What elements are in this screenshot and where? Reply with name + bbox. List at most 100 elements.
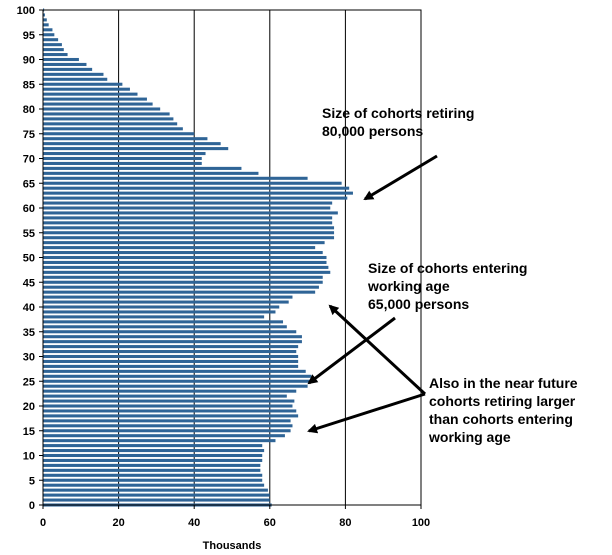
ytick-label-70: 70 [23, 154, 35, 166]
bar-age-80 [43, 107, 161, 111]
bar-age-84 [43, 87, 130, 91]
bar-age-10 [43, 453, 263, 458]
bar-age-74 [43, 137, 208, 141]
bar-age-81 [43, 102, 153, 106]
ytick-label-50: 50 [23, 253, 35, 265]
bar-age-97 [43, 23, 49, 27]
bar-age-65 [43, 181, 342, 185]
bar-age-98 [43, 18, 47, 22]
bar-age-16 [43, 424, 293, 428]
bar-age-1 [43, 498, 270, 502]
bar-age-72 [43, 147, 229, 151]
bar-age-48 [43, 265, 329, 269]
bar-age-6 [43, 473, 263, 477]
annotation-near-future-line-2: cohorts retiring larger [429, 393, 576, 409]
ytick-label-75: 75 [23, 129, 35, 141]
ytick-label-25: 25 [23, 376, 35, 388]
bar-age-19 [43, 409, 297, 413]
bar-age-21 [43, 399, 295, 403]
bar-age-4 [43, 483, 265, 487]
bar-age-54 [43, 236, 335, 240]
bar-age-61 [43, 201, 333, 205]
annotation-retiring-line-2: 80,000 persons [322, 123, 424, 139]
ytick-label-90: 90 [23, 55, 35, 67]
ytick-label-10: 10 [23, 451, 35, 463]
annotation-retiring: Size of cohorts retiring 80,000 persons [322, 104, 474, 140]
bar-age-29 [43, 359, 299, 363]
y-axis-ticks: 0 5 10 15 20 25 30 35 40 45 50 55 60 65 70 75 80 85 90 95 10… [17, 5, 43, 512]
bar-age-62 [43, 196, 348, 200]
bar-age-85 [43, 82, 123, 86]
annotation-near-future-line-1: Also in the near future [429, 375, 578, 391]
bar-age-27 [43, 369, 306, 373]
bar-age-41 [43, 300, 289, 304]
ytick-label-20: 20 [23, 401, 35, 413]
bar-age-70 [43, 156, 202, 161]
ytick-label-0: 0 [29, 500, 35, 512]
arrow-retiring [363, 154, 438, 201]
bar-age-31 [43, 350, 297, 354]
x-axis-ticks: 0 20 40 60 80 100 [40, 505, 430, 529]
bar-age-39 [43, 310, 276, 314]
bar-age-49 [43, 260, 327, 264]
bar-age-45 [43, 280, 323, 284]
xtick-label-100: 100 [412, 517, 430, 529]
bar-age-37 [43, 320, 284, 324]
bar-age-51 [43, 251, 323, 255]
bar-age-56 [43, 226, 335, 230]
bar-age-92 [43, 48, 64, 52]
bar-age-89 [43, 62, 87, 66]
xtick-label-20: 20 [112, 517, 124, 529]
bar-age-22 [43, 394, 287, 398]
bar-age-82 [43, 97, 147, 101]
bar-age-8 [43, 463, 261, 467]
bar-age-64 [43, 186, 350, 190]
bar-age-5 [43, 478, 263, 482]
annotation-near-future-line-4: working age [429, 429, 511, 445]
ytick-label-80: 80 [23, 104, 35, 116]
bar-age-32 [43, 345, 299, 349]
bar-age-20 [43, 404, 293, 408]
xtick-label-80: 80 [339, 517, 351, 529]
bar-age-35 [43, 330, 297, 334]
bar-age-9 [43, 458, 263, 462]
bar-age-24 [43, 384, 308, 388]
bar-age-79 [43, 112, 170, 116]
annotation-near-future: Also in the near future cohorts retiring… [429, 374, 578, 446]
bar-age-67 [43, 171, 259, 175]
bar-age-7 [43, 468, 261, 472]
bar-age-99 [43, 13, 45, 17]
bar-age-40 [43, 305, 280, 309]
bar-age-73 [43, 142, 221, 146]
annotation-arrows [307, 154, 438, 434]
bar-age-23 [43, 389, 297, 393]
bar-series [43, 8, 353, 507]
arrow-near-future-upper [328, 304, 427, 396]
bar-age-30 [43, 354, 299, 359]
x-axis-title: Thousands [203, 540, 262, 552]
ytick-label-95: 95 [23, 30, 35, 42]
xtick-label-0: 0 [40, 517, 46, 529]
bar-age-60 [43, 206, 331, 210]
bar-age-13 [43, 439, 276, 443]
ytick-label-15: 15 [23, 426, 35, 438]
ytick-label-100: 100 [17, 5, 35, 17]
arrow-near-future-lower [307, 392, 426, 434]
bar-age-78 [43, 117, 174, 121]
bar-age-69 [43, 161, 202, 165]
bar-age-26 [43, 374, 312, 378]
xtick-label-40: 40 [188, 517, 200, 529]
bar-age-75 [43, 132, 195, 136]
bar-age-95 [43, 33, 55, 37]
bar-age-87 [43, 72, 104, 76]
ytick-label-5: 5 [29, 475, 35, 487]
bar-age-17 [43, 419, 291, 423]
bar-age-38 [43, 315, 265, 319]
bar-age-52 [43, 246, 316, 250]
bar-age-42 [43, 295, 293, 299]
bar-age-11 [43, 449, 265, 453]
bar-age-58 [43, 216, 333, 220]
ytick-label-85: 85 [23, 79, 35, 91]
annotation-entering-line-2: working age [368, 278, 450, 294]
bar-age-50 [43, 255, 327, 260]
